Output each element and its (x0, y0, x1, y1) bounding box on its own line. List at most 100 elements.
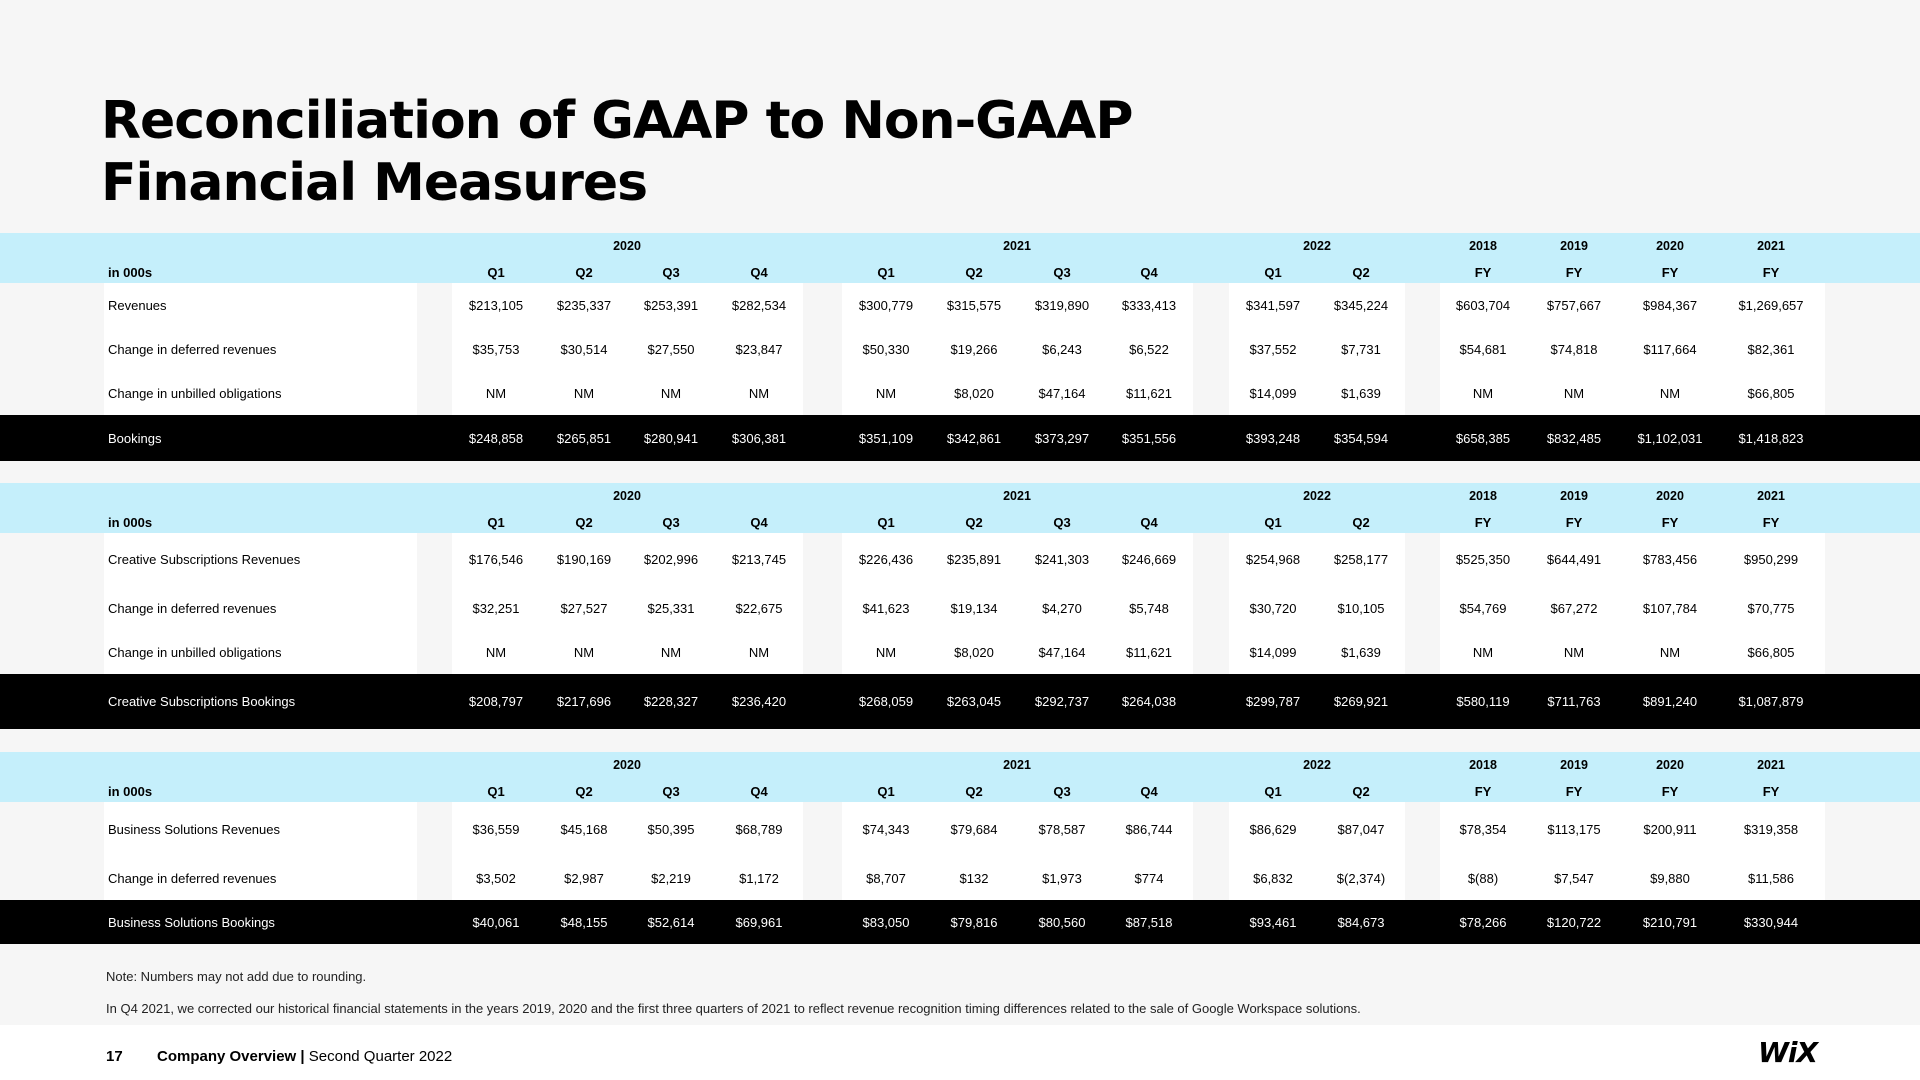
row-segment (1440, 752, 1825, 802)
row-segment (1229, 900, 1405, 944)
value-cell: $50,395 (647, 821, 695, 837)
header-row: in 000s Q1 Q2 Q3 Q4 Q1 Q2 Q3 Q4 Q1 Q2 FY FY FY FY (0, 483, 1920, 533)
period-header: FY (1474, 515, 1492, 530)
value-cell: $37,552 (1249, 341, 1297, 357)
value-cell: NM (485, 644, 507, 660)
value-cell: $93,461 (1249, 914, 1297, 930)
row-segment (1229, 483, 1405, 533)
row-label: Creative Subscriptions Bookings (108, 694, 296, 709)
value-cell: $774 (1134, 870, 1164, 886)
year-group-label: 2021 (1003, 758, 1031, 772)
row-label: Change in unbilled obligations (108, 385, 282, 401)
value-cell: $1,087,879 (1738, 694, 1804, 709)
value-cell: $79,684 (950, 821, 998, 837)
fy-year-label: 2018 (1469, 239, 1497, 253)
value-cell: $79,816 (950, 914, 998, 930)
value-cell: $254,968 (1245, 552, 1301, 567)
value-cell: $7,547 (1554, 870, 1594, 886)
row-segment (452, 630, 803, 674)
row-segment (1229, 533, 1405, 586)
value-cell: $8,020 (954, 385, 994, 401)
row-segment (452, 802, 803, 856)
value-cell: $319,358 (1743, 821, 1799, 837)
row-segment (452, 533, 803, 586)
value-cell: $757,667 (1546, 297, 1602, 313)
value-cell: $80,560 (1038, 914, 1086, 930)
value-cell: NM (748, 385, 770, 401)
value-cell: $1,102,031 (1637, 430, 1703, 446)
value-cell: $2,987 (564, 870, 604, 886)
row-segment (842, 752, 1193, 802)
fy-year-label: 2019 (1560, 239, 1588, 253)
row-segment (842, 483, 1193, 533)
total-row: Business Solutions Bookings $40,061 $48,15… (0, 900, 1920, 944)
row-segment (104, 802, 417, 856)
value-cell: $202,996 (643, 552, 699, 567)
value-cell: $342,861 (946, 430, 1002, 446)
period-header: Q3 (1053, 515, 1071, 530)
period-header: Q1 (877, 784, 895, 799)
row-segment (1440, 900, 1825, 944)
row-segment (452, 674, 803, 729)
row-segment (1440, 586, 1825, 630)
period-header: Q1 (1264, 515, 1282, 530)
value-cell: $213,105 (468, 297, 524, 313)
period-header: Q2 (1352, 265, 1370, 280)
value-cell: $47,164 (1038, 385, 1086, 401)
period-header: Q3 (662, 265, 680, 280)
row-segment (1440, 674, 1825, 729)
total-row: Bookings $248,858 $265,851 $280,941 $306,381… (0, 415, 1920, 461)
row-segment (452, 900, 803, 944)
data-row: Change in unbilled obligations NM NM NM NM NM… (0, 630, 1920, 674)
value-cell: $36,559 (472, 821, 520, 837)
data-row: Change in unbilled obligations NM NM NM NM NM… (0, 371, 1920, 415)
value-cell: $226,436 (858, 552, 914, 567)
row-label: Business Solutions Bookings (108, 914, 275, 930)
period-header: Q2 (965, 265, 983, 280)
value-cell: $120,722 (1546, 914, 1602, 930)
title-line-2: Financial Measures (101, 153, 648, 213)
row-segment (452, 233, 803, 283)
units-label: in 000s (108, 265, 153, 280)
value-cell: $23,847 (735, 341, 783, 357)
units-label: in 000s (108, 784, 153, 799)
value-cell: $580,119 (1456, 694, 1510, 709)
period-header: Q3 (1053, 265, 1071, 280)
value-cell: $2,219 (651, 870, 691, 886)
row-segment (1440, 483, 1825, 533)
row-segment (1229, 752, 1405, 802)
value-cell: $341,597 (1245, 297, 1301, 313)
value-cell: $50,330 (862, 341, 910, 357)
value-cell: $190,169 (556, 552, 612, 567)
value-cell: NM (875, 644, 897, 660)
value-cell: $6,243 (1042, 341, 1082, 357)
year-group-label: 2020 (613, 758, 641, 772)
value-cell: $306,381 (731, 430, 787, 446)
row-label: Change in deferred revenues (108, 600, 277, 616)
row-segment (842, 233, 1193, 283)
value-cell: NM (1659, 385, 1681, 401)
row-segment (1440, 630, 1825, 674)
row-segment (452, 327, 803, 371)
period-header: Q3 (1053, 784, 1071, 799)
value-cell: $1,418,823 (1738, 430, 1804, 446)
row-segment (452, 483, 803, 533)
value-cell: $241,303 (1034, 552, 1090, 567)
value-cell: $86,744 (1125, 821, 1173, 837)
value-cell: $783,456 (1642, 552, 1698, 567)
value-cell: $333,413 (1121, 297, 1177, 313)
footer-text: Company Overview | Second Quarter 2022 (157, 1048, 452, 1065)
period-header: FY (1474, 784, 1492, 799)
value-cell: $1,973 (1042, 870, 1082, 886)
value-cell: $235,891 (946, 552, 1002, 567)
row-segment (104, 752, 417, 802)
value-cell: $78,266 (1459, 914, 1507, 930)
value-cell: $41,623 (862, 600, 910, 616)
period-header: Q1 (1264, 784, 1282, 799)
value-cell: $210,791 (1642, 914, 1698, 930)
row-segment (842, 900, 1193, 944)
value-cell: $11,621 (1125, 385, 1173, 401)
value-cell: $268,059 (858, 694, 914, 709)
value-cell: $66,805 (1747, 385, 1795, 401)
period-header: Q2 (575, 515, 593, 530)
